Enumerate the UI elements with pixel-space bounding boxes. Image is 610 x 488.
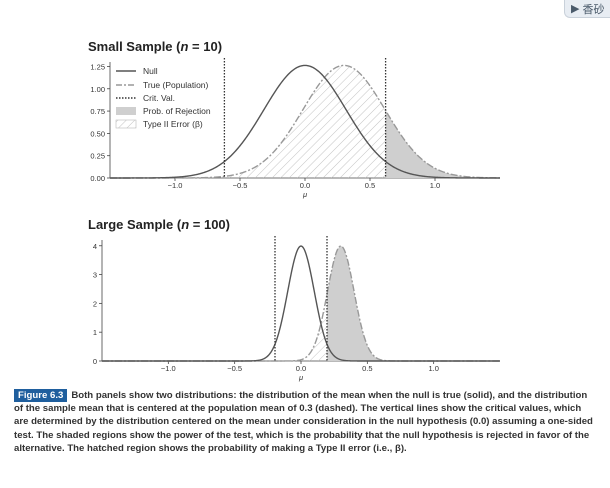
small-x-tick-label: −1.0 xyxy=(168,181,183,190)
small-y-tick-label: 0.50 xyxy=(90,129,105,138)
large-null-curve xyxy=(102,245,500,362)
small-sample-chart: 0.00 0.25 0.50 0.75 1.00 1.25 −1.0 −0.5 0.0 0.5 1.… xyxy=(90,58,501,199)
small-title-prefix: Small Sample ( xyxy=(88,39,181,54)
large-rejection-region xyxy=(327,246,500,361)
large-sample-chart: 0 1 2 3 4 −1.0 −0.5 0.0 0.5 1.0 μ xyxy=(93,236,500,382)
large-true-population-curve xyxy=(102,245,500,362)
figure-charts: 0.000.250.500.751.001.25−1.0 −0.5 0.0 0.5 1.… xyxy=(90,58,501,382)
small-title-suffix: = 10) xyxy=(188,39,223,54)
large-title-var: n xyxy=(181,217,190,232)
small-x-tick-label: 0.5 xyxy=(365,181,375,190)
large-x-tick-label: 1.0 xyxy=(428,364,438,373)
small-null-curve xyxy=(110,64,500,179)
small-y-tick-label: 0.25 xyxy=(90,152,105,161)
large-x-tick-label: 0.0 xyxy=(296,364,306,373)
large-type2-region xyxy=(102,294,328,361)
legend-null-label: Null xyxy=(143,66,158,76)
large-title-suffix: = 100) xyxy=(189,217,230,232)
chart-legend: Null True (Population) Crit. Val. Prob. … xyxy=(115,66,211,129)
small-y-tick-label: 1.00 xyxy=(90,85,105,94)
legend-type2-swatch xyxy=(115,119,137,129)
legend-rejection-swatch xyxy=(116,107,136,115)
figure-caption-text: Both panels show two distributions: the … xyxy=(14,390,593,454)
large-sample-title: Large Sample (n = 100) xyxy=(88,217,230,232)
small-x-tick-label: 0.0 xyxy=(300,181,310,190)
large-x-tick-label: −1.0 xyxy=(161,364,176,373)
toolbar-button[interactable]: ▶ 香砂 xyxy=(564,0,610,18)
legend-true-label: True (Population) xyxy=(143,80,209,90)
large-y-tick-label: 4 xyxy=(93,242,97,251)
large-y-tick-label: 0 xyxy=(93,357,97,366)
small-true-population-curve xyxy=(110,64,501,179)
small-type2-region xyxy=(110,65,386,178)
large-x-axis-label: μ xyxy=(298,373,303,382)
small-rejection-region xyxy=(385,110,500,178)
toolbar-button-label: 香砂 xyxy=(582,3,605,16)
small-sample-title: Small Sample (n = 10) xyxy=(88,39,222,54)
small-y-tick-label: 0.75 xyxy=(90,107,105,116)
large-x-tick-label: −0.5 xyxy=(227,364,242,373)
small-y-tick-label: 1.25 xyxy=(90,62,105,71)
legend-crit-label: Crit. Val. xyxy=(143,93,175,103)
figure-label: Figure 6.3 xyxy=(14,389,68,403)
small-x-tick-label: −0.5 xyxy=(233,181,248,190)
play-triangle-icon: ▶ xyxy=(571,3,580,15)
large-title-prefix: Large Sample ( xyxy=(88,217,182,232)
large-y-tick-label: 2 xyxy=(93,299,97,308)
large-y-tick-label: 3 xyxy=(93,271,97,280)
legend-rejection-label: Prob. of Rejection xyxy=(143,106,211,116)
large-y-tick-label: 1 xyxy=(93,328,97,337)
legend-type2-label: Type II Error (β) xyxy=(143,119,203,129)
small-x-tick-label: 1.0 xyxy=(430,181,440,190)
large-x-tick-label: 0.5 xyxy=(362,364,372,373)
small-x-axis-label: μ xyxy=(302,190,307,199)
figure-caption: Figure 6.3 Both panels show two distribut… xyxy=(14,389,598,455)
small-y-tick-label: 0.00 xyxy=(90,174,105,183)
small-title-var: n xyxy=(180,39,189,54)
